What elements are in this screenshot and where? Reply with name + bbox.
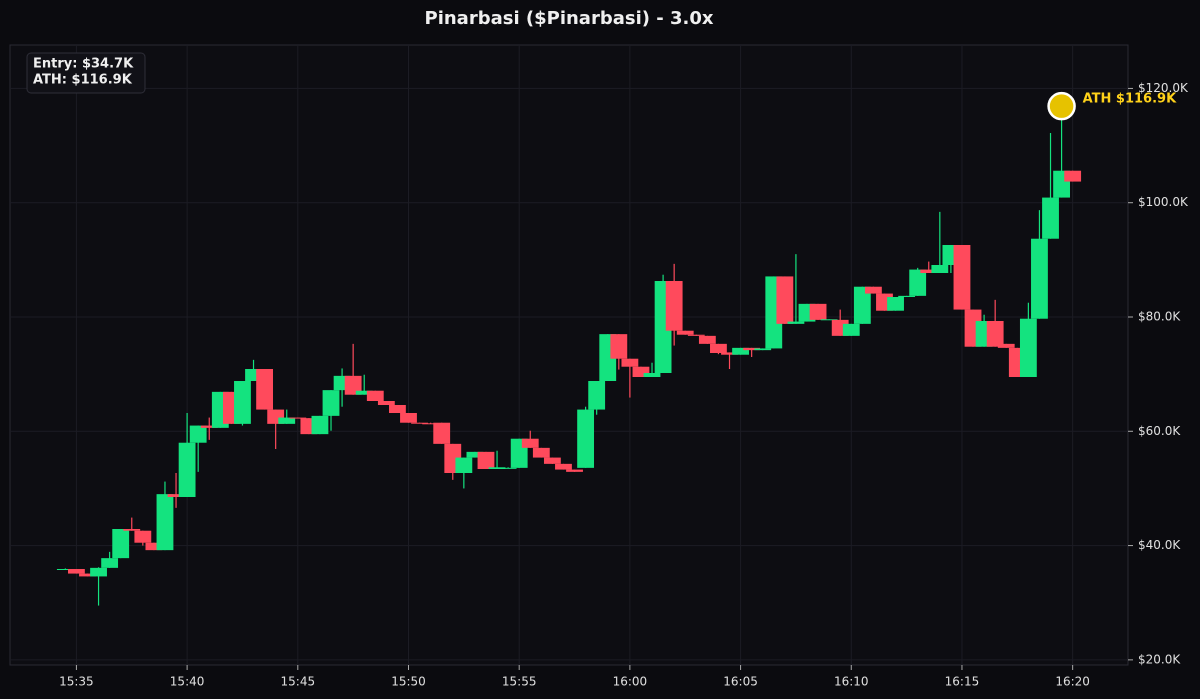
candle-body	[289, 417, 307, 419]
candle-body	[234, 381, 251, 424]
candle-body	[134, 530, 152, 543]
chart-title: Pinarbasi ($Pinarbasi) - 3.0x	[425, 8, 714, 29]
candle-body	[710, 343, 727, 353]
candle-body	[355, 390, 373, 395]
candle-body	[986, 321, 1004, 347]
candle-body	[864, 286, 882, 294]
candle-body	[787, 321, 805, 324]
candle-body	[145, 542, 163, 551]
candle-body	[1019, 318, 1037, 377]
candle-body	[400, 413, 417, 423]
y-tick-label: $20.0K	[1138, 652, 1181, 666]
candle-body	[477, 451, 495, 469]
candle-body	[532, 447, 550, 458]
candle-body	[809, 303, 827, 320]
ath-label: ATH $116.9K	[1083, 92, 1177, 107]
candle-body	[1064, 170, 1082, 182]
candle-body	[200, 425, 218, 428]
info-box	[26, 52, 146, 94]
candle-body	[909, 269, 927, 296]
candle-body	[344, 375, 362, 395]
candle-body	[521, 438, 539, 448]
candle-body	[743, 347, 761, 351]
y-tick-label: $80.0K	[1138, 310, 1181, 324]
candle-body	[322, 390, 340, 416]
candle-body	[776, 276, 794, 324]
candle-body	[1031, 238, 1048, 319]
candle-body	[676, 330, 694, 335]
candle-body	[178, 442, 196, 497]
candle-body	[632, 366, 650, 377]
candle-body	[422, 423, 440, 425]
candle-body	[167, 494, 185, 497]
candle-body	[389, 405, 406, 413]
candle-body	[698, 335, 716, 344]
x-tick-label: 15:45	[281, 675, 316, 689]
candle-body	[997, 343, 1015, 348]
candle-body	[643, 373, 661, 377]
candle-body	[687, 334, 705, 336]
candle-body	[366, 390, 384, 401]
candle-body	[455, 457, 473, 473]
candle-body	[56, 569, 74, 570]
candle-body	[853, 286, 871, 324]
candle-body	[842, 323, 860, 336]
candle-body	[156, 494, 174, 551]
candle-body	[732, 347, 749, 355]
candle-body	[411, 422, 428, 424]
candle-body	[499, 467, 517, 469]
info-text: Entry: $34.7K	[33, 57, 134, 72]
candle-body	[68, 569, 85, 574]
candle-body	[488, 467, 506, 469]
candle-body	[543, 457, 561, 464]
candle-body	[189, 425, 207, 443]
x-tick-label: 15:55	[502, 675, 537, 689]
candle-body	[887, 297, 904, 311]
candle-body	[566, 469, 583, 472]
candle-body	[90, 567, 107, 577]
x-tick-label: 15:50	[391, 675, 426, 689]
candle-body	[820, 319, 838, 321]
x-tick-label: 16:05	[723, 675, 758, 689]
candle-body	[721, 352, 738, 355]
x-tick-label: 15:40	[170, 675, 205, 689]
candle-body	[588, 381, 606, 410]
candle-body	[278, 417, 296, 424]
candle-body	[555, 463, 572, 470]
candle-body	[311, 415, 329, 435]
y-tick-label: $60.0K	[1138, 424, 1181, 438]
plot-area	[9, 44, 1129, 666]
candle-body	[920, 269, 938, 273]
candle-body	[931, 265, 949, 273]
candle-body	[377, 401, 395, 405]
x-tick-label: 15:35	[59, 675, 94, 689]
candle-body	[621, 358, 639, 367]
x-tick-label: 16:15	[945, 675, 980, 689]
candle-body	[1042, 197, 1059, 239]
x-tick-label: 16:00	[613, 675, 648, 689]
candle-body	[123, 529, 141, 531]
info-text: ATH: $116.9K	[33, 73, 133, 88]
candle-body	[101, 558, 119, 568]
y-tick-label: $40.0K	[1138, 538, 1181, 552]
ath-marker	[1047, 91, 1076, 121]
x-tick-label: 16:10	[834, 675, 869, 689]
candle-body	[112, 529, 130, 559]
candle-body	[610, 334, 628, 359]
candle-body	[79, 573, 96, 577]
candle-body	[898, 295, 916, 297]
candle-body	[256, 369, 274, 410]
candle-body	[577, 409, 595, 468]
x-tick-label: 16:20	[1055, 675, 1090, 689]
candle-body	[754, 348, 772, 351]
candle-body	[433, 422, 451, 444]
y-tick-label: $120.0K	[1138, 81, 1189, 95]
candle-body	[665, 281, 683, 331]
y-tick-label: $100.0K	[1138, 195, 1189, 209]
candle-body	[466, 451, 484, 458]
candle-body	[953, 245, 971, 310]
